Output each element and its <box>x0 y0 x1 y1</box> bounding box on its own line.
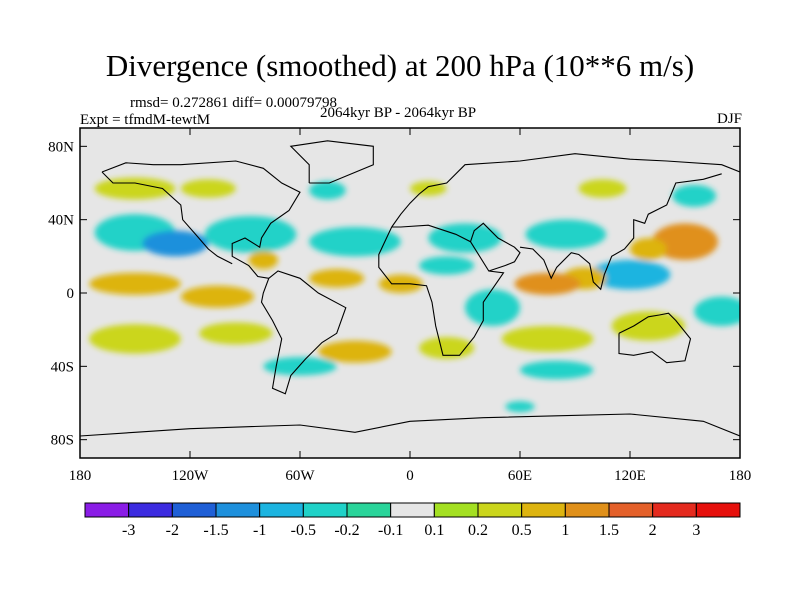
field-region <box>204 216 297 253</box>
field-region <box>263 357 337 376</box>
colorbar-label: 2 <box>649 522 657 539</box>
x-tick-label: 60E <box>508 468 532 484</box>
coastlines <box>80 140 740 437</box>
field-region <box>505 401 535 413</box>
field-region <box>89 272 181 295</box>
y-tick-label: 80N <box>48 139 74 155</box>
colorbar-label: 0.2 <box>468 522 488 539</box>
field-region <box>199 322 273 345</box>
colorbar-swatch <box>477 502 523 518</box>
field-region <box>578 179 627 198</box>
stats-text: rmsd= 0.272861 diff= 0.00079798 <box>130 95 338 111</box>
colorbar-swatch <box>128 502 173 518</box>
y-tick-label: 80S <box>51 433 74 449</box>
field-region <box>694 296 740 326</box>
field-region <box>180 285 255 308</box>
field-region <box>611 311 685 341</box>
colorbar-label: 3 <box>692 522 700 539</box>
colorbar-swatch <box>652 502 697 518</box>
y-tick-label: 0 <box>67 286 75 302</box>
axis-ticks: 180 120W 60W 0 60E 120E 180 80N 40N 0 40S 80S <box>48 128 751 484</box>
colorbar-label: -1 <box>253 522 266 539</box>
field-region <box>630 238 667 260</box>
y-tick-label: 40N <box>48 213 74 229</box>
coastline <box>101 160 301 279</box>
colorbar-swatch <box>302 502 348 518</box>
plot-title: Divergence (smoothed) at 200 hPa (10**6 … <box>105 48 695 83</box>
field-region <box>89 324 181 354</box>
map-background <box>80 128 740 458</box>
field-region <box>652 223 718 260</box>
colorbar-swatch <box>608 502 654 518</box>
colorbar-swatch <box>215 502 261 518</box>
colorbar-label: -0.1 <box>378 522 403 539</box>
x-tick-label: 180 <box>729 468 752 484</box>
field-region <box>501 326 594 352</box>
x-tick-label: 120E <box>614 468 646 484</box>
colorbar-label: -2 <box>166 522 179 539</box>
coastline <box>519 173 722 291</box>
field-region <box>672 184 717 207</box>
season-label: DJF <box>716 111 742 127</box>
colorbar-label: 1.5 <box>599 522 619 539</box>
coastline <box>260 270 347 395</box>
colorbar-swatch <box>84 502 130 518</box>
colorbar-swatch <box>390 502 435 518</box>
colorbar-swatch <box>695 502 741 518</box>
experiment-label: Expt = tfmdM-tewtM <box>80 112 211 128</box>
colorbar-swatch <box>433 502 479 518</box>
field-region <box>248 250 278 270</box>
field-region <box>309 227 401 257</box>
colorbar-swatch <box>171 502 217 518</box>
field-region <box>514 272 581 295</box>
coastline <box>469 222 521 272</box>
x-tick-label: 120W <box>172 468 210 484</box>
colorbar-swatch <box>564 502 610 518</box>
colorbar-label: -3 <box>122 522 135 539</box>
field-region <box>465 289 520 326</box>
coastline <box>101 171 233 265</box>
colorbar-label: 1 <box>561 522 569 539</box>
field-region <box>525 219 607 249</box>
field-region <box>309 181 346 200</box>
field-region <box>180 179 236 198</box>
x-tick-label: 180 <box>69 468 92 484</box>
x-tick-label: 0 <box>406 468 414 484</box>
x-tick-label: 60W <box>285 468 315 484</box>
field-region <box>309 269 365 288</box>
field-region <box>419 256 475 275</box>
colorbar-label: -0.5 <box>291 522 316 539</box>
colorbar-label: -0.2 <box>334 522 359 539</box>
coastline <box>391 153 740 228</box>
coastline <box>618 312 692 364</box>
field-region <box>142 230 209 257</box>
period-label: 2064kyr BP - 2064kyr BP <box>320 105 477 121</box>
colorbar-label: 0.5 <box>512 522 532 539</box>
colorbar-swatch <box>259 502 304 518</box>
coastline <box>289 140 374 184</box>
colorbar-label: 0.1 <box>424 522 444 539</box>
field-region <box>410 181 447 196</box>
field-region <box>428 223 502 253</box>
colorbar-label: -1.5 <box>203 522 228 539</box>
coastline <box>80 413 740 437</box>
y-tick-label: 40S <box>51 359 74 375</box>
field-region <box>520 360 594 380</box>
colorbar-swatch <box>346 502 392 518</box>
field-region <box>589 260 671 290</box>
colorbar: -3 -2 -1.5 -1 -0.5 -0.2 -0.1 0.1 0.2 0.5 1 1.5 2 3 <box>84 502 741 539</box>
coastline <box>378 224 505 356</box>
field-region <box>318 340 392 363</box>
colorbar-swatch <box>521 502 566 518</box>
